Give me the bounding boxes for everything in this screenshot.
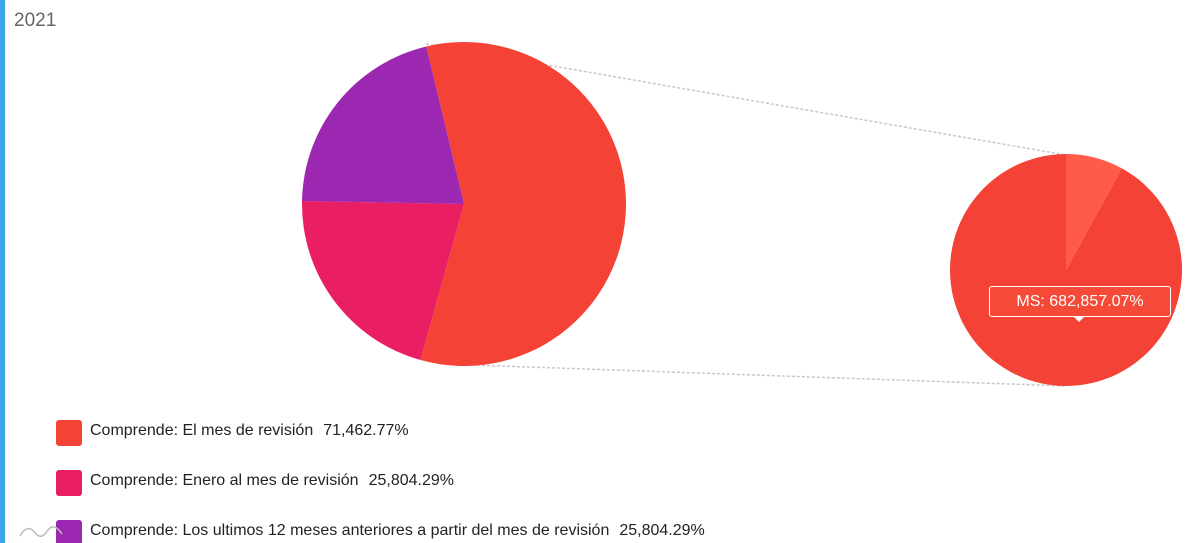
detail-pie	[950, 154, 1182, 387]
connector-line-0	[425, 43, 1067, 156]
main-pie	[302, 41, 626, 366]
main-pie-slice-1[interactable]	[302, 201, 464, 361]
left-accent-bar	[0, 0, 5, 543]
tooltip: MS: 682,857.07%	[989, 286, 1171, 317]
legend-swatch	[56, 520, 82, 543]
legend-swatch	[56, 470, 82, 496]
legend-label: Comprende: Enero al mes de revisión 25,80…	[90, 472, 454, 489]
chart-title: 2021	[14, 10, 57, 31]
connector-lines	[425, 43, 1067, 387]
legend-swatch	[56, 420, 82, 446]
main-pie-slice-2[interactable]	[302, 46, 464, 205]
connector-line-1	[471, 364, 1067, 387]
tooltip-arrow	[1073, 316, 1085, 322]
wave-logo-icon	[19, 526, 63, 537]
legend-label: Comprende: El mes de revisión 71,462.77%	[90, 422, 409, 439]
legend-label: Comprende: Los ultimos 12 meses anterior…	[90, 522, 705, 539]
main-pie-slice-0[interactable]	[420, 41, 626, 366]
detail-pie-slice-1[interactable]	[1066, 154, 1122, 270]
